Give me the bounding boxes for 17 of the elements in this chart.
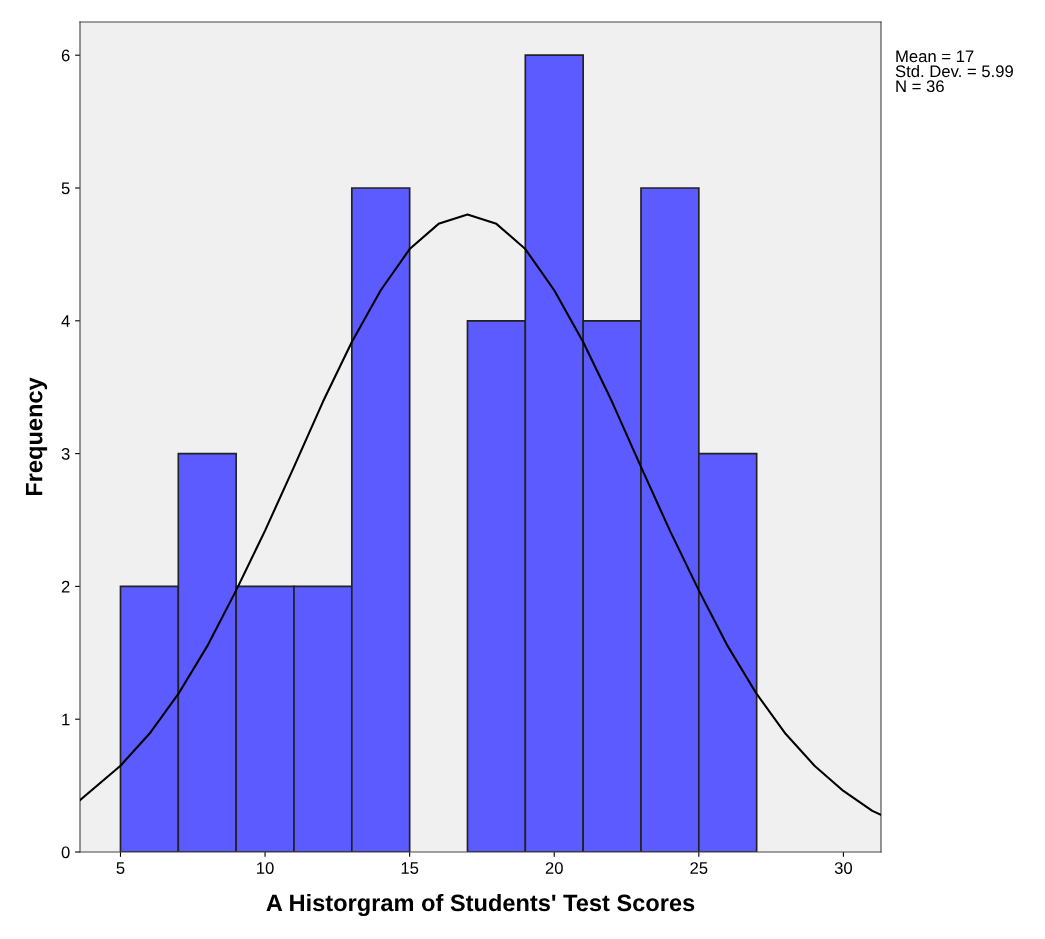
y-tick-label: 0 (61, 846, 70, 859)
text: Mean = 17 Std. Dev. = 5.99 N = 36 (895, 50, 1013, 93)
y-tick-label: 3 (61, 448, 70, 460)
x-axis-title: A Historgram of Students' Test Scores (266, 893, 695, 917)
y-tick-label: 6 (61, 49, 70, 62)
y-tick-label: 5 (61, 182, 70, 195)
y-tick-label: 1 (62, 713, 70, 726)
line-series (80, 213, 881, 816)
y-tick-label: 4 (61, 315, 70, 327)
x-tick-label: 30 (834, 862, 853, 874)
y-tick-label: 2 (61, 580, 70, 593)
x-tick-label: 15 (401, 862, 419, 874)
y-axis-title: Frequency (25, 377, 48, 496)
x-tick-label: 25 (690, 862, 708, 874)
x-tick-label: 10 (257, 862, 274, 874)
x-tick-label: 20 (545, 862, 563, 874)
x-tick-label: 5 (116, 862, 125, 874)
